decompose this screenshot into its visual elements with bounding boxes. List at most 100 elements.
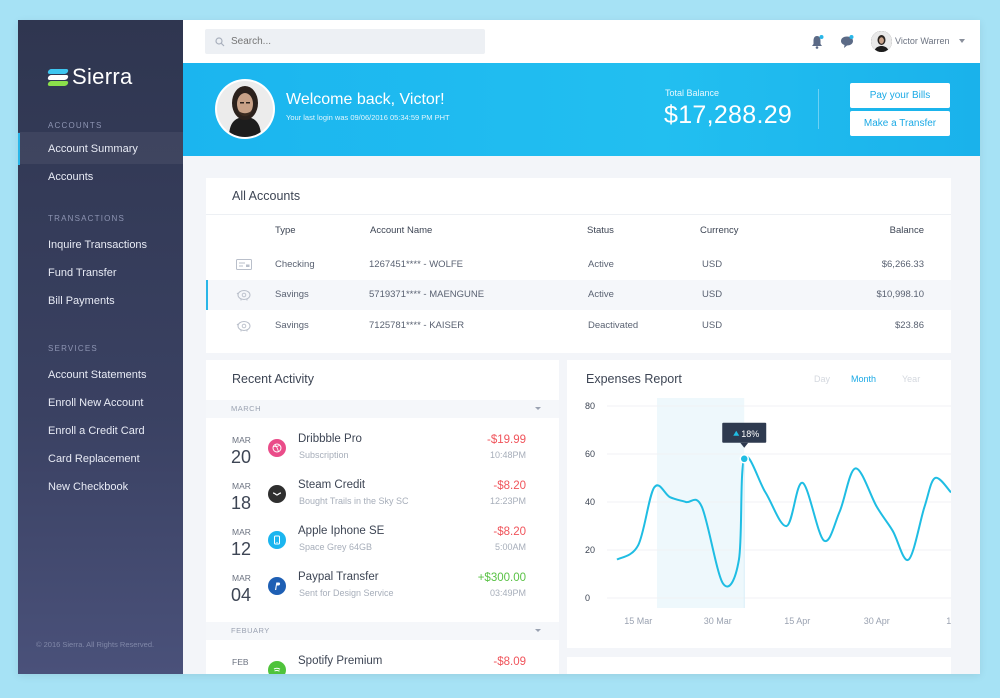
activity-time: 10:48PM <box>489 450 526 460</box>
sidebar-item-inquire-transactions[interactable]: Inquire Transactions <box>48 239 148 251</box>
highlight-point <box>739 454 749 464</box>
chevron-down-icon[interactable] <box>535 629 541 632</box>
chevron-down-icon[interactable] <box>535 407 541 410</box>
month-label: MARCH <box>231 404 261 413</box>
column-header-type: Type <box>275 225 296 236</box>
activity-amount: +$300.00 <box>477 572 526 584</box>
bell-icon[interactable] <box>809 34 825 50</box>
brand-name: Sierra <box>72 64 133 89</box>
list-item[interactable]: MAR 18 Steam Credit Bought Trails in the… <box>206 479 559 525</box>
account-type: Checking <box>275 259 315 270</box>
activity-subtitle: Sent for Design Service <box>299 588 394 598</box>
x-tick-label: 15 Mar <box>624 616 652 626</box>
activity-month: FEB <box>232 657 249 667</box>
column-header-account-name: Account Name <box>370 225 433 236</box>
activity-month: MAR <box>232 435 251 445</box>
range-month-tab[interactable]: Month <box>851 374 877 384</box>
account-type: Savings <box>275 320 309 331</box>
list-item[interactable]: MAR 04 Paypal Transfer Sent for Design S… <box>206 571 559 617</box>
expenses-report-card: Expenses Report Day Month Year 80 60 40 20 0… <box>567 360 951 648</box>
tooltip-arrow <box>740 442 749 448</box>
list-item[interactable]: MAR 20 Dribbble Pro Subscription -$19.99… <box>206 433 559 479</box>
make-transfer-button[interactable]: Make a Transfer <box>850 111 950 136</box>
sidebar-item-account-summary[interactable]: Account Summary <box>18 133 178 165</box>
activity-amount: -$19.99 <box>486 434 526 446</box>
tooltip-box <box>722 422 767 443</box>
column-header-balance: Balance <box>889 225 924 236</box>
brand-logo[interactable]: Sierra <box>47 64 133 90</box>
x-tick-label: 15 Apr <box>784 616 810 626</box>
list-item[interactable]: FEB Spotify Premium -$8.09 <box>206 655 559 674</box>
range-day-tab[interactable]: Day <box>814 374 831 384</box>
recent-activity-card: Recent Activity MARCH MAR 20 Dribbble Pr… <box>206 360 559 674</box>
pay-bills-button[interactable]: Pay your Bills <box>850 83 950 108</box>
account-balance: $23.86 <box>894 320 924 331</box>
all-accounts-title: All Accounts <box>232 189 301 203</box>
y-tick-label: 20 <box>585 545 595 555</box>
activity-title: Steam Credit <box>298 479 366 491</box>
activity-amount: -$8.20 <box>493 480 526 492</box>
chevron-down-icon[interactable] <box>959 39 965 43</box>
month-label: FEBUARY <box>231 626 270 635</box>
activity-title: Apple Iphone SE <box>298 525 385 537</box>
sidebar-item-fund-transfer[interactable]: Fund Transfer <box>48 267 117 279</box>
activity-day: 18 <box>231 493 252 513</box>
user-avatar[interactable] <box>871 31 892 52</box>
sidebar-item-accounts[interactable]: Accounts <box>48 171 94 183</box>
account-balance: $6,266.33 <box>881 259 924 270</box>
activity-title: Paypal Transfer <box>298 571 379 583</box>
profile-photo-icon <box>217 81 273 137</box>
sidebar-item-bill-payments[interactable]: Bill Payments <box>48 295 115 307</box>
last-login-text: Your last login was 09/06/2016 05:34:59 … <box>286 113 450 122</box>
paypal-icon <box>268 577 286 595</box>
table-row[interactable]: Savings 5719371**** - MAENGUNE Active US… <box>206 280 951 310</box>
recent-activity-title: Recent Activity <box>232 372 314 386</box>
sidebar-item-new-checkbook[interactable]: New Checkbook <box>48 481 129 493</box>
column-header-status: Status <box>587 225 614 236</box>
sidebar-item-enroll-credit-card[interactable]: Enroll a Credit Card <box>48 425 145 437</box>
activity-title: Dribbble Pro <box>298 433 362 445</box>
list-item[interactable]: MAR 12 Apple Iphone SE Space Grey 64GB -… <box>206 525 559 571</box>
y-tick-label: 60 <box>585 449 595 459</box>
activity-subtitle: Subscription <box>299 450 349 460</box>
y-tick-label: 0 <box>585 593 590 603</box>
expenses-report-title: Expenses Report <box>586 372 682 386</box>
piggy-bank-icon <box>236 290 251 301</box>
chat-icon[interactable] <box>839 34 855 50</box>
y-tick-label: 80 <box>585 401 595 411</box>
profile-avatar <box>215 79 275 139</box>
up-arrow-icon <box>733 430 740 436</box>
column-header-currency: Currency <box>700 225 739 236</box>
activity-month: MAR <box>232 573 251 583</box>
account-currency: USD <box>702 289 723 300</box>
table-row[interactable]: Savings 7125781**** - KAISER Deactivated… <box>206 311 951 341</box>
sidebar-item-enroll-new-account[interactable]: Enroll New Account <box>48 397 144 409</box>
y-tick-label: 40 <box>585 497 595 507</box>
range-year-tab[interactable]: Year <box>902 374 921 384</box>
nav-section-transactions: TRANSACTIONS <box>48 214 126 223</box>
nav-section-accounts: ACCOUNTS <box>48 121 103 130</box>
tooltip-label: 18% <box>741 429 759 439</box>
sidebar-item-card-replacement[interactable]: Card Replacement <box>48 453 140 465</box>
month-group-header[interactable]: MARCH <box>206 400 559 418</box>
account-name: 5719371**** - MAENGUNE <box>369 289 485 300</box>
steam-icon <box>268 485 286 503</box>
search-input[interactable] <box>231 36 461 47</box>
search-icon <box>215 36 225 46</box>
activity-day: 20 <box>231 447 252 467</box>
activity-day: 04 <box>231 585 252 605</box>
x-tick-label: 15 M <box>946 616 951 626</box>
activity-time: 12:23PM <box>489 496 526 506</box>
sidebar-item-account-statements[interactable]: Account Statements <box>48 369 147 381</box>
user-photo-icon <box>871 31 892 52</box>
activity-amount: -$8.20 <box>493 526 526 538</box>
month-group-header[interactable]: FEBUARY <box>206 622 559 640</box>
check-icon <box>236 259 252 270</box>
app-window: Sierra ACCOUNTS Account Summary Accounts… <box>18 20 980 674</box>
expense-series-line <box>616 455 951 588</box>
table-row[interactable]: Checking 1267451**** - WOLFE Active USD … <box>206 250 951 280</box>
user-name[interactable]: Victor Warren <box>895 36 950 46</box>
expenses-line-chart[interactable]: 80 60 40 20 0 15 Mar 30 Mar 15 Apr 30 Apr 15 M 18% <box>567 398 951 648</box>
search-box[interactable] <box>205 29 485 54</box>
active-item-background <box>18 132 183 164</box>
